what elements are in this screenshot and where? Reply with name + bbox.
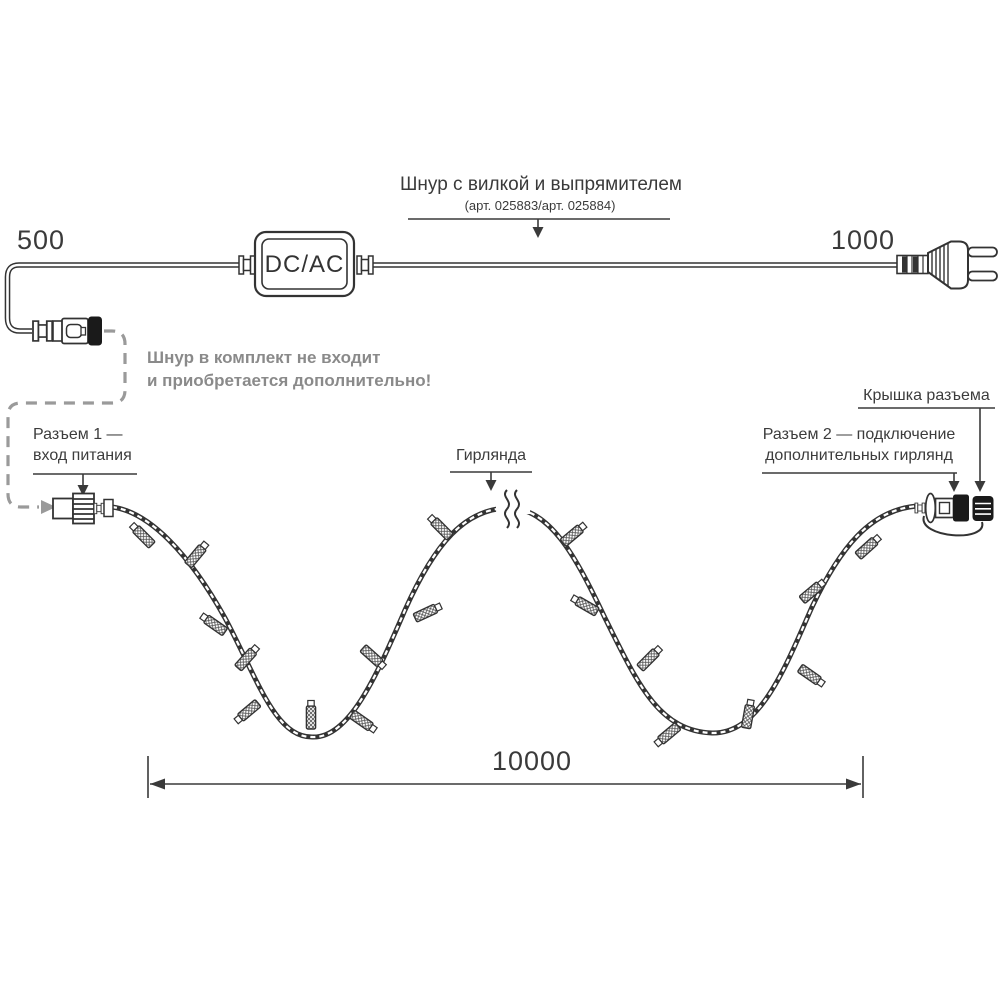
garland-label-pointer	[450, 471, 532, 491]
wire-break-icon	[495, 489, 531, 529]
not-included-note: Шнур в комплект не входит и приобретаетс…	[147, 346, 431, 392]
down-arrow-icon	[974, 481, 986, 492]
connector1-label-line1: Разъем 1 —	[33, 426, 123, 443]
connector2-label: Разъем 2 — подключение дополнительных ги…	[760, 424, 958, 466]
dcac-label: DC/AC	[264, 250, 345, 278]
connector1-label-pointer	[33, 473, 137, 496]
cord-label: Шнур с вилкой и выпрямителем	[400, 174, 682, 195]
power-cord	[4, 262, 897, 334]
dimension-line-10000	[147, 756, 864, 798]
down-arrow-icon	[77, 485, 89, 496]
cap-label: Крышка разъема	[863, 387, 990, 404]
cord-length-500: 500	[17, 225, 66, 255]
connector2-label-line1: Разъем 2 — подключение	[762, 426, 956, 443]
down-arrow-icon	[485, 480, 497, 491]
connector-1	[52, 492, 114, 525]
cap-label-pointer	[858, 407, 995, 492]
garland-bulbs	[127, 512, 883, 749]
connector1-label-line2: вход питания	[33, 447, 132, 464]
down-arrow-icon	[532, 227, 544, 238]
cord-label-block: Шнур с вилкой и выпрямителем (арт. 02588…	[400, 174, 682, 214]
right-arrow-icon	[846, 778, 861, 790]
dashed-route	[6, 329, 127, 514]
connector2-label-pointer	[762, 472, 960, 492]
cord-length-1000: 1000	[831, 225, 896, 255]
dcac-converter-box	[238, 230, 374, 298]
cord-label-pointer	[408, 218, 670, 238]
total-length-label: 10000	[491, 746, 573, 776]
dashed-route-arrow-icon	[41, 500, 56, 514]
connector2-label-line2: дополнительных гирлянд	[765, 447, 953, 464]
down-arrow-icon	[948, 481, 960, 492]
connector-2	[914, 492, 984, 537]
euro-plug-icon	[896, 240, 998, 290]
connector1-label: Разъем 1 — вход питания	[33, 424, 132, 466]
connector-cap	[972, 496, 994, 521]
left-arrow-icon	[150, 778, 165, 790]
note-line-1: Шнур в комплект не входит	[147, 348, 381, 367]
cord-output-connector	[32, 316, 102, 346]
garland-wire	[111, 503, 918, 740]
cord-article: (арт. 025883/арт. 025884)	[464, 197, 616, 213]
garland-label: Гирлянда	[455, 447, 527, 464]
note-line-2: и приобретается дополнительно!	[147, 371, 432, 390]
